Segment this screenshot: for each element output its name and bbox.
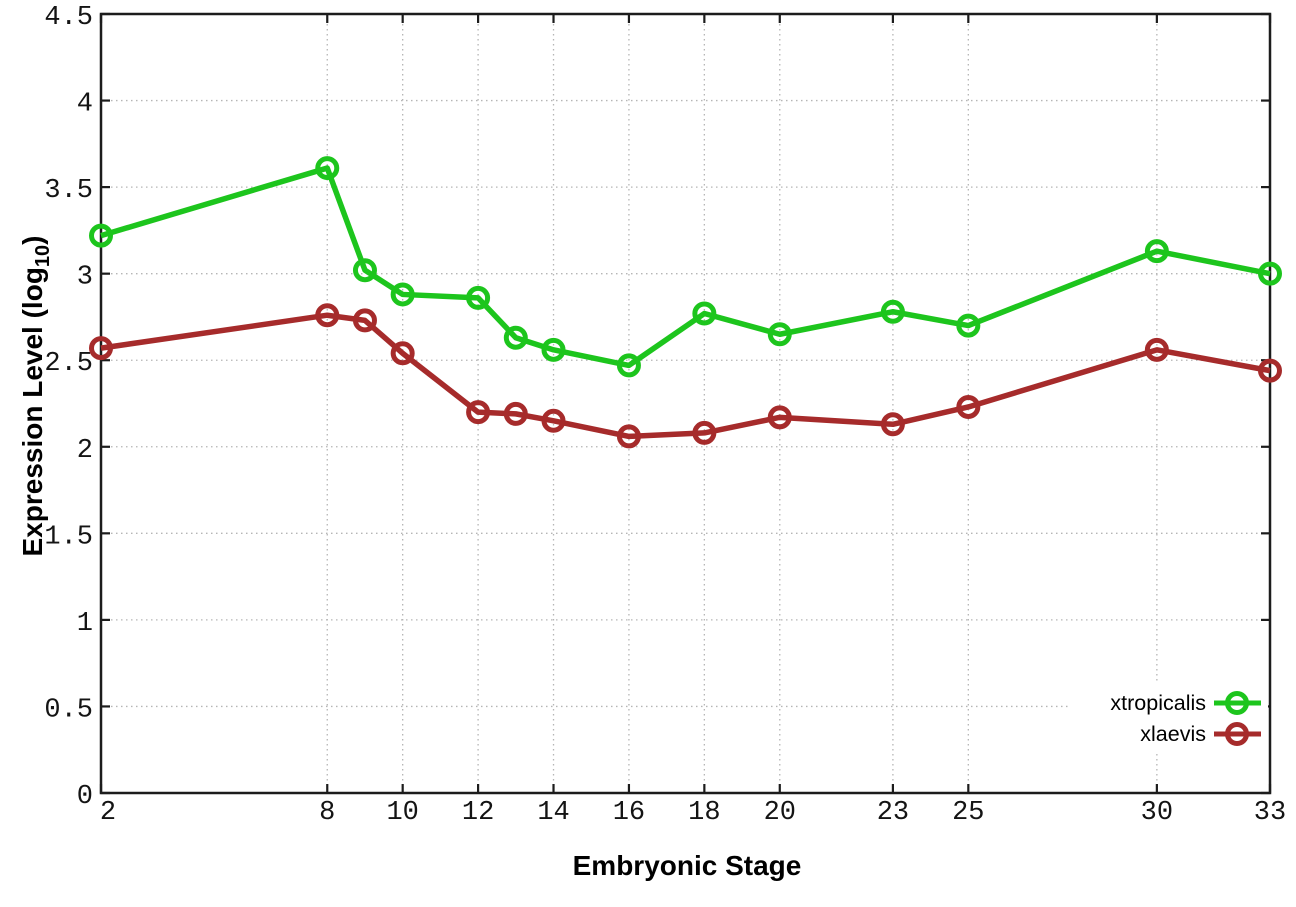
data-point-xtropicalis <box>466 285 491 310</box>
x-tick-label: 16 <box>613 798 645 828</box>
legend-marker-point-xtropicalis <box>1225 691 1249 715</box>
data-point-xtropicalis <box>616 353 641 378</box>
y-tick-label: 3.5 <box>44 176 93 206</box>
y-tick-label: 1 <box>77 609 93 639</box>
data-point-xtropicalis <box>767 322 792 347</box>
x-tick-label: 20 <box>764 798 796 828</box>
data-point-xtropicalis <box>315 156 340 181</box>
data-point-xlaevis <box>880 412 905 437</box>
data-point-xtropicalis <box>352 258 377 283</box>
data-point-xlaevis <box>89 336 113 361</box>
data-point-xlaevis <box>390 341 415 366</box>
data-point-xlaevis <box>1258 358 1282 383</box>
plot-border <box>99 12 1272 795</box>
y-tick-label: 2.5 <box>44 349 93 379</box>
data-point-xlaevis <box>352 308 377 333</box>
x-tick-label: 14 <box>537 798 569 828</box>
axes <box>99 12 1272 795</box>
x-tick-label: 23 <box>877 798 909 828</box>
data-point-xtropicalis <box>390 282 415 307</box>
x-tick-label: 8 <box>319 798 335 828</box>
data-point-xtropicalis <box>1258 261 1282 286</box>
data-point-xlaevis <box>616 424 641 449</box>
legend: xtropicalis xlaevis <box>1070 683 1268 751</box>
data-point-xlaevis <box>767 405 792 430</box>
data-point-xlaevis <box>956 394 981 419</box>
series-line-xlaevis <box>100 312 1271 440</box>
y-axis-title: Expression Level (log10) <box>17 236 54 557</box>
y-tick-label: 4.5 <box>44 3 93 33</box>
data-point-xlaevis <box>1144 337 1169 362</box>
data-point-xlaevis <box>503 401 528 426</box>
y-tick-label: 2 <box>77 436 93 466</box>
x-tick-label: 2 <box>100 798 116 828</box>
x-tick-label: 33 <box>1254 798 1286 828</box>
y-tick-label: 0 <box>77 782 93 812</box>
data-point-xtropicalis <box>503 325 528 350</box>
x-tick-label: 10 <box>386 798 418 828</box>
data-point-xtropicalis <box>956 313 981 338</box>
tick-labels: 0 0.5 1 1.5 2 2.5 3 3.5 4 4.5 2 8 10 12 14 16 18 20 23 25 30… <box>44 3 1286 828</box>
data-series <box>89 156 1282 449</box>
data-point-xlaevis <box>541 408 566 433</box>
data-point-xlaevis <box>315 303 340 328</box>
y-tick-label: 4 <box>77 90 93 120</box>
y-tick-label: 0.5 <box>44 695 93 725</box>
y-tick-label: 3 <box>77 263 93 293</box>
series-line-xtropicalis <box>100 165 1271 369</box>
x-tick-label: 30 <box>1141 798 1173 828</box>
data-point-xtropicalis <box>880 299 905 324</box>
legend-label-xlaevis: xlaevis <box>1140 722 1206 746</box>
data-point-xlaevis <box>692 420 717 445</box>
y-tick-label: 1.5 <box>44 522 93 552</box>
x-tick-label: 25 <box>952 798 984 828</box>
data-point-xtropicalis <box>541 337 566 362</box>
data-point-xtropicalis <box>89 223 113 248</box>
data-point-xtropicalis <box>1144 239 1169 264</box>
x-tick-label: 18 <box>688 798 720 828</box>
legend-label-xtropicalis: xtropicalis <box>1110 691 1206 715</box>
gridlines <box>101 14 1270 793</box>
data-point-xlaevis <box>466 400 491 425</box>
x-tick-label: 12 <box>462 798 494 828</box>
x-axis-title: Embryonic Stage <box>573 850 802 881</box>
data-point-xtropicalis <box>692 301 717 326</box>
legend-marker-point-xlaevis <box>1225 722 1249 746</box>
